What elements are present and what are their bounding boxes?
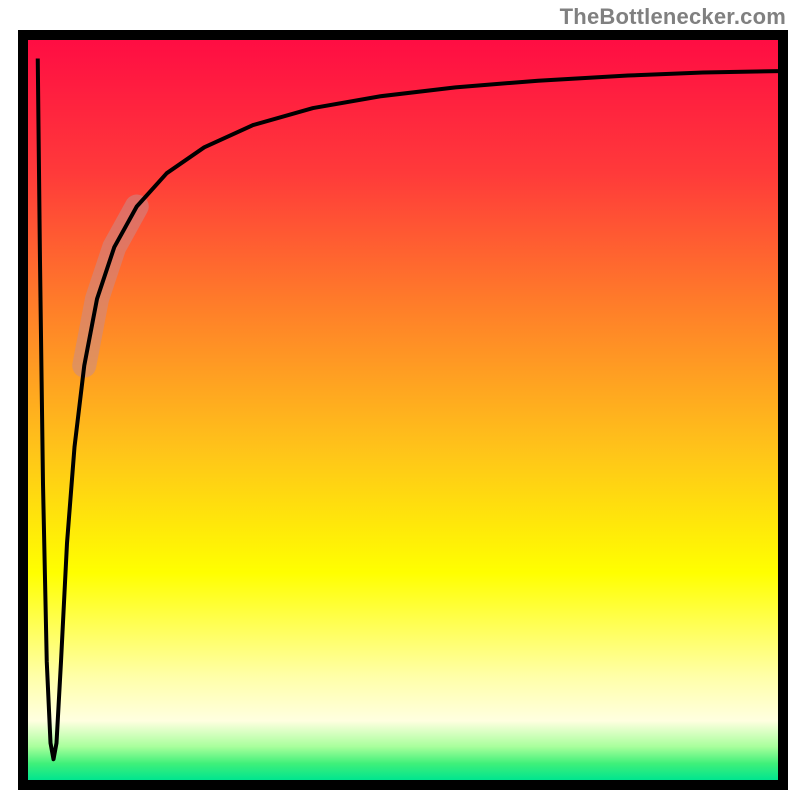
watermark-text: TheBottlenecker.com: [560, 4, 786, 30]
chart-root: { "watermark": { "text": "TheBottlenecke…: [0, 0, 800, 800]
bottleneck-chart: [0, 0, 800, 800]
plot-background: [28, 40, 778, 780]
